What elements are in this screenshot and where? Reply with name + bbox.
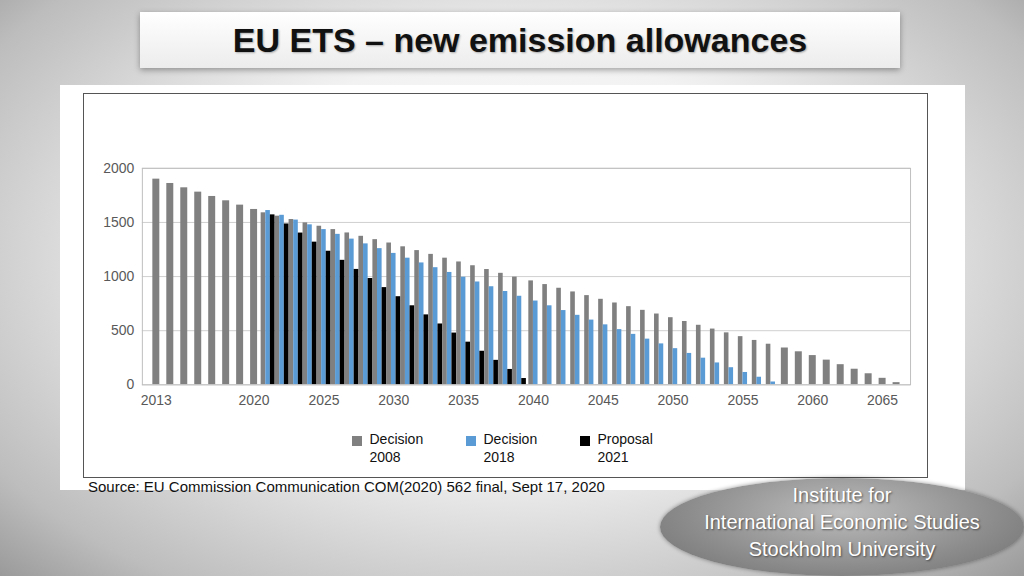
html-text:International Economic Studies: International Economic Studies: [704, 511, 980, 533]
html-text:Stockholm University: Stockholm University: [748, 538, 936, 560]
svg-text:2040: 2040: [518, 392, 549, 408]
html-text:Decision 2018: Decision 2018: [483, 431, 538, 465]
svg-text:2030: 2030: [378, 392, 409, 408]
svg-text:2025: 2025: [308, 392, 339, 408]
svg-text:2045: 2045: [588, 392, 619, 408]
svg-text:2050: 2050: [658, 392, 689, 408]
svg-text:2000: 2000: [103, 160, 134, 176]
html-text:EU ETS – new emission allowanc: EU ETS – new emission allowances: [232, 20, 808, 59]
html-text:Proposal 2021: Proposal 2021: [597, 431, 653, 465]
svg-text:2055: 2055: [727, 392, 758, 408]
html-text:Decision 2008: Decision 2008: [369, 431, 424, 465]
svg-text:1000: 1000: [103, 268, 134, 284]
svg-text:2060: 2060: [797, 392, 828, 408]
html-text:Source: EU Commission Communic: Source: EU Commission Communication COM(…: [88, 478, 605, 495]
svg-text:1500: 1500: [103, 214, 134, 230]
svg-text:2035: 2035: [448, 392, 479, 408]
html-text:Institute for: Institute for: [792, 484, 892, 506]
svg-text:0: 0: [127, 376, 135, 392]
svg-text:2020: 2020: [239, 392, 270, 408]
svg-text:2013: 2013: [141, 392, 172, 408]
svg-text:500: 500: [111, 322, 135, 338]
svg-text:2065: 2065: [867, 392, 898, 408]
